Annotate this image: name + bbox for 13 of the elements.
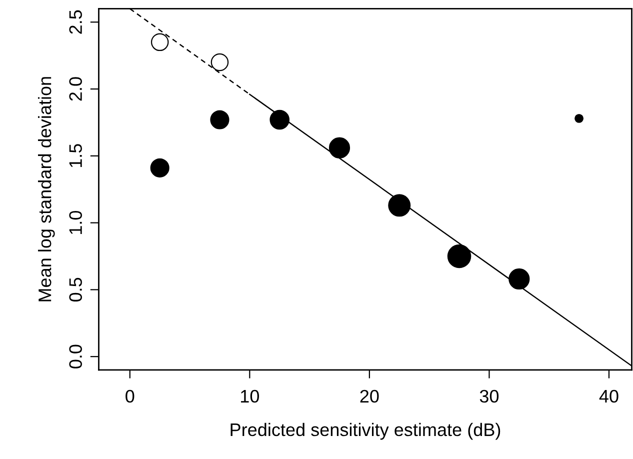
- y-tick-label: 1.5: [69, 144, 82, 168]
- x-tick-label: 20: [360, 390, 379, 403]
- x-tick-label: 30: [480, 390, 499, 403]
- x-tick-label: 0: [126, 390, 134, 403]
- x-tick-label: 40: [599, 390, 618, 403]
- y-tick-label: 2.5: [69, 10, 82, 34]
- x-tick-label: 10: [240, 390, 259, 403]
- y-axis-title: Mean log standard deviation: [38, 77, 55, 302]
- y-tick-label: 0.5: [69, 278, 82, 302]
- x-axis-title: Predicted sensitivity estimate (dB): [230, 422, 500, 440]
- y-tick-label: 2.0: [69, 77, 82, 101]
- y-tick-label: 1.0: [69, 210, 82, 234]
- y-tick-label: 0.0: [69, 344, 82, 368]
